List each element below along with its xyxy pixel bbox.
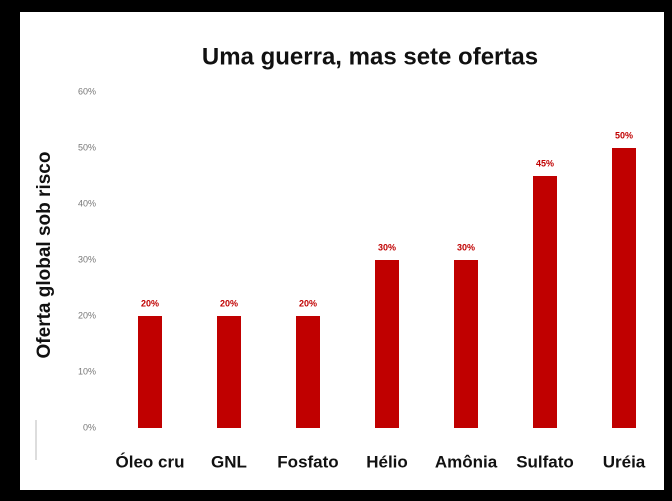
x-tick-label: GNL — [211, 452, 247, 471]
y-tick-label: 40% — [78, 198, 96, 208]
bar — [138, 316, 162, 428]
data-label: 50% — [615, 130, 633, 140]
bar — [454, 260, 478, 428]
chart-background — [20, 12, 664, 490]
bar — [296, 316, 320, 428]
y-tick-label: 60% — [78, 86, 96, 96]
y-tick-label: 20% — [78, 310, 96, 320]
x-tick-label: Óleo cru — [116, 452, 185, 471]
x-tick-label: Hélio — [366, 452, 408, 471]
y-tick-label: 0% — [83, 422, 96, 432]
bar — [217, 316, 241, 428]
x-tick-label: Amônia — [435, 452, 498, 471]
bar — [533, 176, 557, 428]
chart-title: Uma guerra, mas sete ofertas — [202, 43, 538, 70]
x-tick-label: Uréia — [603, 452, 646, 471]
data-label: 20% — [220, 298, 238, 308]
y-tick-label: 10% — [78, 366, 96, 376]
data-label: 30% — [378, 242, 396, 252]
bar — [612, 148, 636, 428]
y-tick-label: 30% — [78, 254, 96, 264]
y-axis-label: Oferta global sob risco — [34, 152, 55, 359]
bar — [375, 260, 399, 428]
data-label: 30% — [457, 242, 475, 252]
y-tick-label: 50% — [78, 142, 96, 152]
x-tick-label: Sulfato — [516, 452, 574, 471]
data-label: 45% — [536, 158, 554, 168]
x-tick-label: Fosfato — [277, 452, 338, 471]
data-label: 20% — [299, 298, 317, 308]
data-label: 20% — [141, 298, 159, 308]
